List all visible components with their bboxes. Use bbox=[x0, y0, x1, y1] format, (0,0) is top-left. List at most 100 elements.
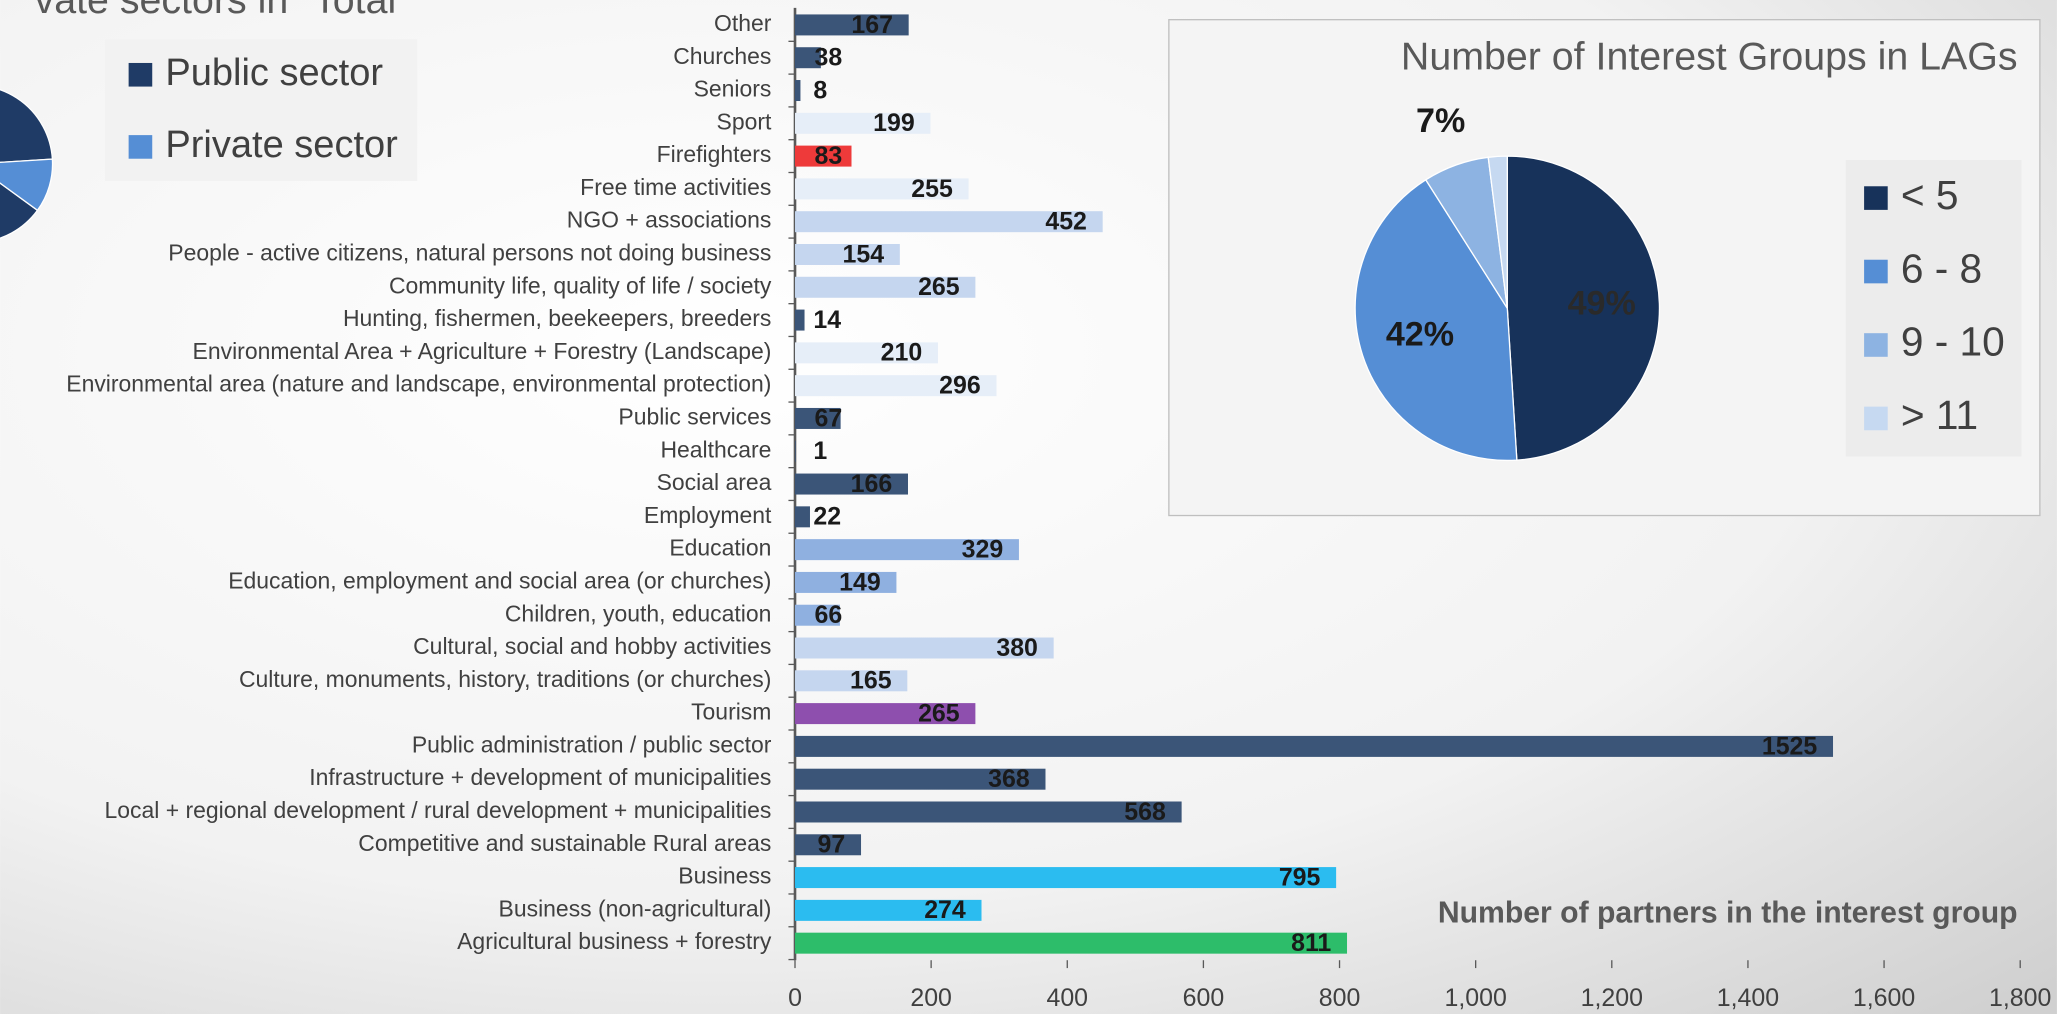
data-label: 42% bbox=[1386, 316, 1454, 354]
y-tick-label: Social area bbox=[657, 469, 772, 495]
bar bbox=[795, 801, 1182, 823]
y-tick-label: Community life, quality of life / societ… bbox=[389, 272, 772, 298]
y-tick-label: Firefighters bbox=[657, 141, 772, 167]
y-tick-label: Local + regional development / rural dev… bbox=[105, 797, 772, 823]
data-label: 329 bbox=[962, 536, 1004, 564]
bar bbox=[795, 407, 841, 429]
legend-label: Public sector bbox=[165, 52, 383, 94]
y-tick-label: Employment bbox=[644, 502, 772, 528]
x-tick-label: 1,800 bbox=[1989, 984, 2051, 1012]
pie-slice bbox=[0, 158, 54, 212]
data-label: 210 bbox=[881, 339, 923, 367]
y-tick-label: Seniors bbox=[694, 76, 772, 102]
bar bbox=[795, 604, 840, 626]
pie-slice bbox=[1487, 155, 1508, 309]
data-label: 7% bbox=[1416, 102, 1465, 140]
x-tick-label: 1,400 bbox=[1717, 984, 1779, 1012]
data-label: 265 bbox=[918, 699, 960, 727]
y-tick-label: Public administration / public sector bbox=[412, 731, 772, 757]
data-label: 795 bbox=[1279, 863, 1321, 891]
legend-label: Private sector bbox=[165, 124, 398, 166]
legend-box bbox=[105, 39, 418, 182]
data-label: 38 bbox=[815, 44, 843, 72]
bar bbox=[795, 145, 852, 167]
legend-swatch bbox=[1864, 406, 1888, 431]
data-label: 97 bbox=[818, 831, 846, 859]
data-label: 154 bbox=[843, 240, 885, 268]
y-tick-label: Environmental Area + Agriculture + Fores… bbox=[193, 338, 772, 364]
bar bbox=[795, 14, 909, 36]
legend-label: 9 - 10 bbox=[1901, 319, 2005, 365]
bar bbox=[795, 342, 938, 364]
bar bbox=[795, 571, 897, 593]
y-tick-label: Competitive and sustainable Rural areas bbox=[358, 830, 771, 856]
legend-label: > 11 bbox=[1901, 392, 1978, 438]
y-tick-label: People - active citizens, natural person… bbox=[168, 240, 771, 266]
data-label: 568 bbox=[1124, 798, 1166, 826]
y-tick-label: Healthcare bbox=[660, 436, 771, 462]
y-tick-label: Culture, monuments, history, traditions … bbox=[239, 666, 771, 692]
y-tick-label: Cultural, social and hobby activities bbox=[413, 633, 771, 659]
y-tick-label: Education bbox=[669, 535, 771, 561]
data-label: 255 bbox=[911, 175, 953, 203]
x-tick-label: 400 bbox=[1046, 984, 1088, 1012]
legend-swatch bbox=[1864, 186, 1888, 210]
y-tick-label: Free time activities bbox=[580, 174, 771, 200]
bar bbox=[795, 768, 1046, 790]
bar bbox=[795, 670, 908, 692]
legend-label: 6 - 8 bbox=[1901, 245, 1982, 291]
legend-swatch bbox=[128, 62, 153, 87]
y-tick-label: Hunting, fishermen, beekeepers, breeders bbox=[343, 305, 771, 331]
x-tick-label: 1,200 bbox=[1581, 984, 1643, 1012]
x-tick-label: 0 bbox=[788, 984, 802, 1012]
x-tick-label: 800 bbox=[1319, 984, 1361, 1012]
data-label: 8 bbox=[813, 76, 827, 104]
data-label: 83 bbox=[815, 142, 843, 170]
bar bbox=[795, 899, 982, 921]
y-tick-label: Tourism bbox=[691, 699, 771, 725]
y-tick-label: NGO + associations bbox=[567, 207, 772, 233]
bar bbox=[795, 637, 1054, 659]
bar bbox=[795, 539, 1019, 561]
data-label: 380 bbox=[996, 634, 1038, 662]
y-tick-label: Education, employment and social area (o… bbox=[228, 567, 771, 593]
data-label: 452 bbox=[1045, 208, 1087, 236]
bar bbox=[795, 276, 976, 298]
y-tick-label: Public services bbox=[618, 404, 771, 430]
bar bbox=[795, 243, 900, 265]
y-tick-label: Infrastructure + development of municipa… bbox=[309, 764, 771, 790]
chart-title: Number of Interest Groups in LAGs bbox=[1401, 34, 2018, 78]
bar bbox=[795, 112, 931, 134]
pie-slice bbox=[0, 89, 54, 239]
bar bbox=[795, 80, 801, 102]
bar bbox=[795, 211, 1103, 233]
bar bbox=[795, 440, 796, 462]
data-label: 274 bbox=[924, 896, 966, 924]
bar bbox=[795, 735, 1834, 757]
bar bbox=[795, 834, 862, 856]
y-tick-label: Other bbox=[714, 10, 772, 36]
data-label: 1 bbox=[813, 437, 827, 465]
x-axis-title: Number of partners in the interest group bbox=[1438, 896, 2018, 929]
y-tick-label: Business (non-agricultural) bbox=[499, 895, 772, 921]
pie-slice bbox=[1354, 178, 1518, 462]
pie-slice bbox=[1506, 155, 1661, 461]
bar bbox=[795, 506, 810, 528]
y-tick-label: Environmental area (nature and landscape… bbox=[66, 371, 771, 397]
y-tick-label: Churches bbox=[673, 43, 771, 69]
data-label: 265 bbox=[918, 273, 960, 301]
data-label: 199 bbox=[873, 109, 915, 137]
x-tick-label: 1,600 bbox=[1853, 984, 1915, 1012]
legend-swatch bbox=[128, 135, 153, 159]
data-label: 166 bbox=[851, 470, 893, 498]
data-label: 811 bbox=[1291, 929, 1331, 957]
data-label: 368 bbox=[988, 765, 1030, 793]
data-label: 1525 bbox=[1762, 732, 1818, 760]
bar bbox=[795, 932, 1348, 954]
bar bbox=[795, 178, 969, 200]
legend-swatch bbox=[1864, 259, 1888, 284]
legend-swatch bbox=[1864, 333, 1888, 357]
bar bbox=[795, 47, 821, 69]
bar bbox=[795, 703, 976, 725]
